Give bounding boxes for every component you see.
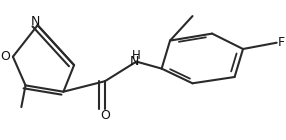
Text: F: F [278,36,285,49]
Text: O: O [100,109,110,122]
Text: O: O [0,50,10,63]
Text: N: N [130,55,139,68]
Text: H: H [132,49,141,62]
Text: N: N [31,15,40,28]
